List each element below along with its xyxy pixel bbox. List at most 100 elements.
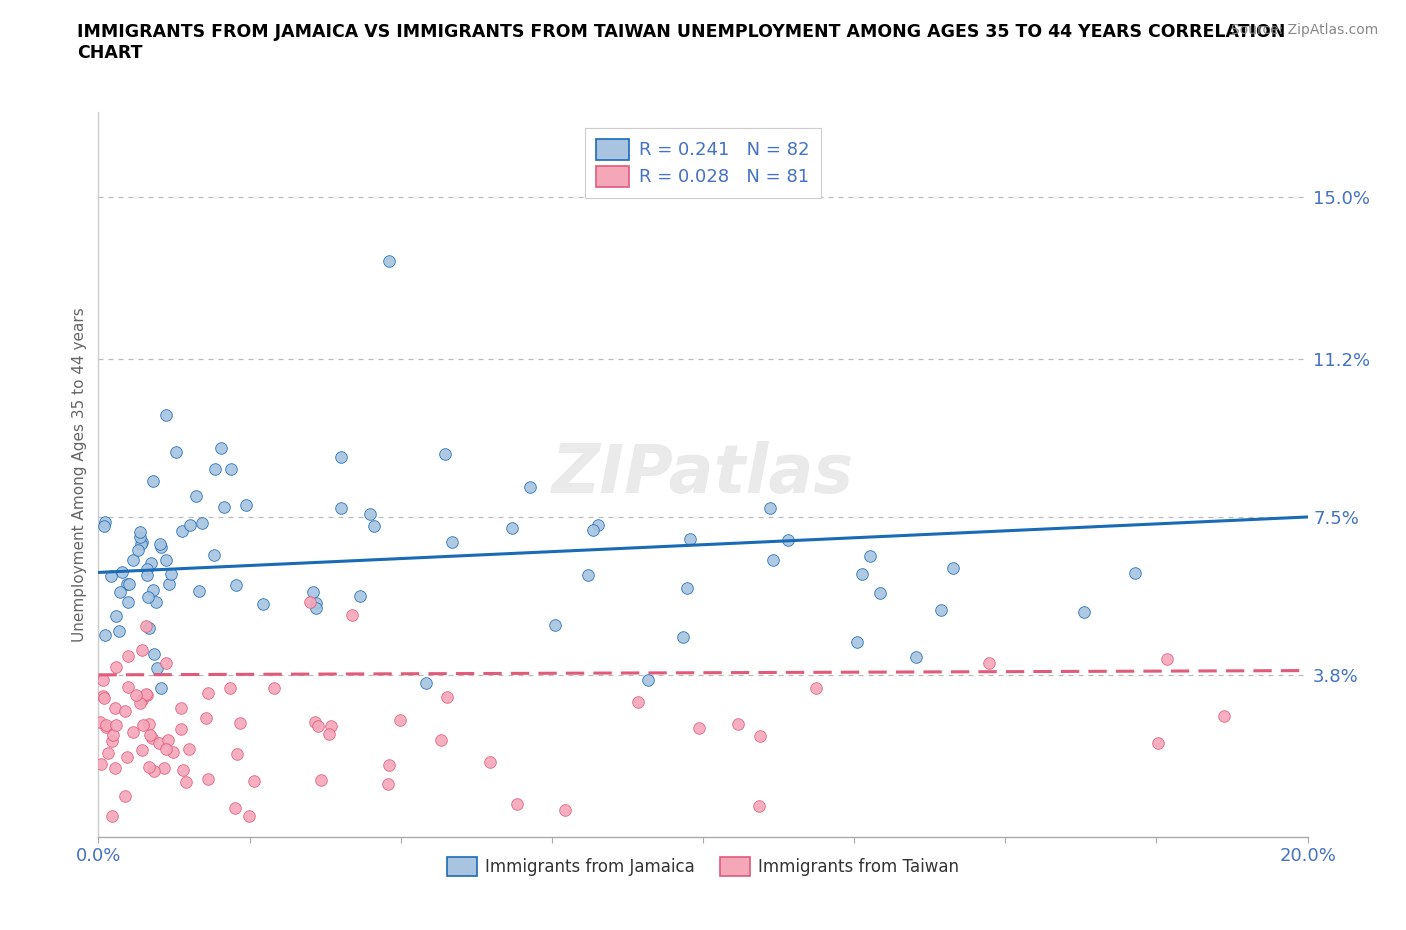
- Legend: Immigrants from Jamaica, Immigrants from Taiwan: Immigrants from Jamaica, Immigrants from…: [440, 851, 966, 884]
- Point: [214, 500, 236, 515]
- Point: [94, 719, 117, 734]
- Point: [129, 696, 152, 711]
- Point: [146, 661, 169, 676]
- Point: [94, 514, 117, 529]
- Point: [155, 407, 177, 422]
- Point: [762, 552, 785, 567]
- Point: [377, 254, 399, 269]
- Point: [688, 721, 710, 736]
- Point: [846, 635, 869, 650]
- Point: [165, 445, 187, 459]
- Point: [748, 799, 770, 814]
- Point: [118, 577, 141, 591]
- Point: [776, 532, 799, 547]
- Point: [136, 590, 159, 604]
- Point: [1213, 709, 1236, 724]
- Point: [329, 500, 352, 515]
- Point: [243, 774, 266, 789]
- Point: [121, 552, 143, 567]
- Point: [149, 537, 172, 551]
- Point: [132, 718, 155, 733]
- Point: [138, 760, 160, 775]
- Point: [637, 673, 659, 688]
- Point: [155, 553, 177, 568]
- Point: [676, 580, 699, 595]
- Point: [330, 449, 353, 464]
- Point: [135, 562, 157, 577]
- Point: [304, 714, 326, 729]
- Point: [308, 719, 330, 734]
- Point: [93, 691, 115, 706]
- Point: [129, 537, 152, 551]
- Point: [117, 679, 139, 694]
- Point: [305, 595, 328, 610]
- Point: [115, 750, 138, 764]
- Point: [104, 761, 127, 776]
- Point: [114, 704, 136, 719]
- Point: [155, 656, 177, 671]
- Point: [235, 498, 257, 512]
- Point: [905, 650, 928, 665]
- Point: [229, 716, 252, 731]
- Text: IMMIGRANTS FROM JAMAICA VS IMMIGRANTS FROM TAIWAN UNEMPLOYMENT AMONG AGES 35 TO : IMMIGRANTS FROM JAMAICA VS IMMIGRANTS FR…: [77, 23, 1285, 62]
- Point: [302, 584, 325, 599]
- Point: [225, 747, 247, 762]
- Point: [1125, 566, 1147, 581]
- Point: [129, 525, 152, 539]
- Point: [104, 700, 127, 715]
- Point: [105, 608, 128, 623]
- Point: [929, 603, 952, 618]
- Point: [363, 519, 385, 534]
- Point: [195, 711, 218, 725]
- Point: [135, 686, 157, 701]
- Point: [101, 727, 124, 742]
- Point: [252, 596, 274, 611]
- Point: [377, 777, 399, 791]
- Point: [204, 461, 226, 476]
- Point: [197, 772, 219, 787]
- Point: [349, 589, 371, 604]
- Point: [93, 519, 115, 534]
- Point: [187, 584, 209, 599]
- Point: [209, 440, 232, 455]
- Point: [321, 719, 343, 734]
- Point: [142, 582, 165, 597]
- Point: [305, 601, 328, 616]
- Point: [131, 535, 153, 550]
- Point: [179, 517, 201, 532]
- Point: [139, 727, 162, 742]
- Point: [977, 656, 1000, 671]
- Point: [851, 566, 873, 581]
- Point: [501, 521, 523, 536]
- Point: [114, 789, 136, 804]
- Point: [108, 623, 131, 638]
- Point: [127, 543, 149, 558]
- Point: [131, 692, 153, 707]
- Point: [942, 561, 965, 576]
- Point: [131, 742, 153, 757]
- Point: [101, 808, 124, 823]
- Point: [378, 758, 401, 773]
- Point: [100, 568, 122, 583]
- Point: [184, 488, 207, 503]
- Point: [170, 700, 193, 715]
- Point: [749, 729, 772, 744]
- Point: [169, 721, 191, 736]
- Point: [90, 757, 112, 772]
- Point: [342, 607, 364, 622]
- Point: [519, 479, 541, 494]
- Point: [202, 547, 225, 562]
- Point: [94, 717, 117, 732]
- Point: [759, 500, 782, 515]
- Point: [727, 717, 749, 732]
- Point: [359, 506, 381, 521]
- Point: [172, 763, 194, 777]
- Point: [97, 746, 120, 761]
- Point: [318, 726, 340, 741]
- Point: [128, 530, 150, 545]
- Point: [139, 555, 162, 570]
- Point: [159, 567, 181, 582]
- Point: [478, 754, 501, 769]
- Point: [219, 461, 242, 476]
- Point: [108, 584, 131, 599]
